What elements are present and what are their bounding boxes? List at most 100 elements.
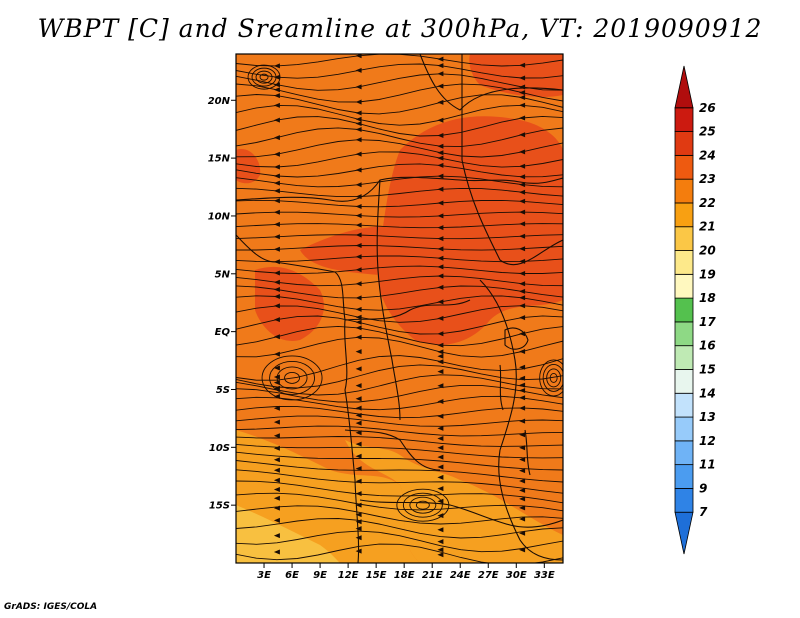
streamline-arrow <box>273 135 280 141</box>
streamline <box>236 94 563 115</box>
streamline-arrow <box>355 512 362 518</box>
colorbar-swatch <box>674 464 694 489</box>
streamline-arrow <box>519 563 525 568</box>
streamline-arrow <box>437 454 444 460</box>
streamline <box>236 199 563 208</box>
streamline <box>236 460 563 483</box>
streamline <box>236 543 563 563</box>
streamline-arrow <box>437 425 444 431</box>
streamline-arrow <box>437 349 444 355</box>
streamline <box>236 175 563 188</box>
streamline-arrow <box>437 474 444 480</box>
streamline <box>236 384 563 403</box>
colorbar-label: 20 <box>699 244 716 258</box>
streamline-arrow <box>437 155 444 161</box>
streamline-eddy <box>415 500 430 510</box>
streamline-arrow <box>355 167 362 173</box>
streamline-arrow <box>355 137 362 143</box>
lake-malawi <box>524 429 531 476</box>
border-east <box>479 279 563 561</box>
streamline-eddy <box>284 371 301 384</box>
colorbar-label: 25 <box>699 125 716 139</box>
lon-tick-label: 3E <box>257 570 271 581</box>
streamline-arrow <box>519 115 526 121</box>
streamline <box>236 451 563 471</box>
lon-tick-label: 15E <box>366 570 387 581</box>
streamline-arrow <box>355 319 362 325</box>
streamline-arrow <box>273 287 280 292</box>
border-central <box>376 179 401 421</box>
streamline-arrow <box>437 547 444 553</box>
streamline-arrow <box>519 303 526 309</box>
streamline-arrow <box>273 279 280 285</box>
streamline-arrow <box>273 380 280 386</box>
streamline-arrow <box>437 133 444 138</box>
coastline-west-africa <box>236 234 360 563</box>
field-region-19-20 <box>236 505 340 563</box>
streamline-arrow <box>519 288 526 294</box>
streamline <box>236 505 563 525</box>
colorbar-swatch <box>674 321 694 347</box>
lon-tick-label: 24E <box>450 570 471 581</box>
streamline-arrow <box>355 295 362 301</box>
colorbar-swatch <box>674 440 694 466</box>
streamline-arrow <box>437 315 444 321</box>
streamline-arrow <box>273 180 280 186</box>
streamline-arrow <box>273 198 280 204</box>
colorbar-label: 11 <box>699 458 716 472</box>
streamline-arrow <box>273 549 280 555</box>
streamline-arrow <box>519 478 526 484</box>
streamline-arrow <box>519 198 526 204</box>
streamline-arrow <box>519 457 526 462</box>
streamline <box>236 364 563 389</box>
streamline <box>236 63 563 79</box>
streamline-arrow <box>437 486 444 492</box>
streamline-eddy <box>542 363 563 392</box>
lat-tick-label: 10N <box>208 211 231 222</box>
streamline-arrow <box>437 236 444 242</box>
streamline-arrow <box>437 331 444 337</box>
colorbar-swatch <box>674 345 694 370</box>
streamline-arrow <box>355 325 362 331</box>
streamline-arrow <box>355 222 362 228</box>
streamline <box>236 325 563 347</box>
streamline-arrow <box>519 382 526 388</box>
colorbar-swatch <box>674 154 694 180</box>
streamline-arrow <box>355 116 362 122</box>
streamline-arrow <box>437 56 444 62</box>
streamline-arrow <box>519 516 526 522</box>
colorbar-label: 18 <box>699 291 716 305</box>
streamline-arrow <box>273 433 280 439</box>
colorbar-label: 14 <box>699 386 716 400</box>
streamline-arrow <box>437 342 444 348</box>
streamline-arrow <box>519 547 526 553</box>
streamline <box>236 223 563 229</box>
streamline-eddy <box>261 355 323 401</box>
streamline <box>236 115 563 137</box>
streamline-arrow <box>273 351 280 357</box>
streamline-arrow <box>355 314 362 320</box>
streamline-arrow <box>355 54 362 59</box>
streamline-arrow <box>273 303 280 309</box>
streamline <box>236 187 563 198</box>
map-frame <box>235 53 564 564</box>
streamline-arrow <box>355 349 362 355</box>
streamline <box>236 355 563 381</box>
streamline <box>236 275 563 287</box>
streamline <box>236 211 563 218</box>
streamline-arrow <box>519 487 526 493</box>
streamline <box>236 234 563 240</box>
colorbar-swatch <box>674 416 694 442</box>
lon-tick-label: 21E <box>422 570 443 581</box>
streamline-eddy <box>549 372 558 383</box>
streamline-arrow <box>355 84 362 90</box>
streamline-arrow <box>519 95 526 100</box>
streamline <box>236 151 563 168</box>
streamline-arrow <box>355 334 362 340</box>
streamline-arrow <box>437 264 444 270</box>
colorbar-label: 13 <box>699 410 716 424</box>
streamline-arrow <box>273 234 280 240</box>
streamline-arrow <box>437 359 444 365</box>
lake-tanganyika <box>499 364 504 411</box>
